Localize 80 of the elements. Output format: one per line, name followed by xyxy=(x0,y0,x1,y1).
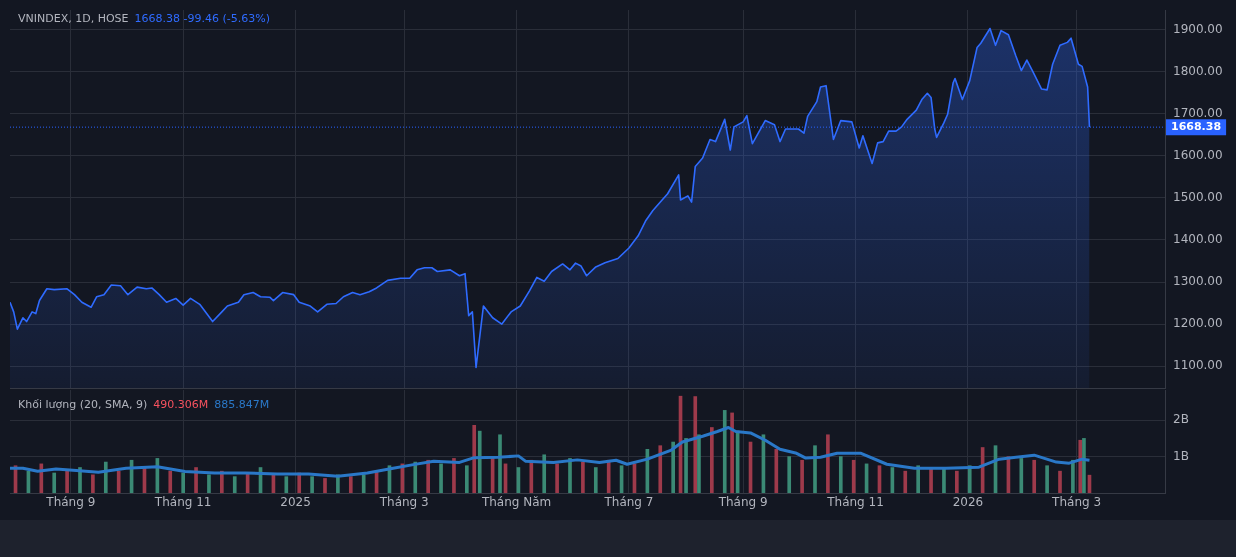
y-tick-label: 1800.00 xyxy=(1173,63,1223,78)
bar xyxy=(1078,439,1083,493)
bar xyxy=(284,476,289,493)
bar xyxy=(1071,459,1075,493)
bar xyxy=(1032,459,1037,493)
y-tick-label: 1200.00 xyxy=(1173,316,1223,331)
x-tick-label: Tháng Năm xyxy=(480,495,552,510)
bar xyxy=(181,472,185,493)
ref-line-label: 1668.38 xyxy=(1171,120,1222,134)
y-tick-label: 1B xyxy=(1173,448,1189,463)
bar xyxy=(168,470,173,493)
x-tick-label: Tháng 11 xyxy=(826,495,884,510)
bar xyxy=(787,456,792,493)
y-tick-label: 1600.00 xyxy=(1173,148,1223,163)
bar xyxy=(684,438,688,493)
bar xyxy=(838,456,843,493)
bar xyxy=(413,461,418,493)
bar xyxy=(361,474,366,493)
x-tick-label: Tháng 9 xyxy=(717,495,768,510)
bar xyxy=(826,434,830,493)
bar xyxy=(813,445,817,493)
x-tick-label: Tháng 3 xyxy=(378,495,429,510)
y-tick-label: 1900.00 xyxy=(1173,21,1223,36)
x-tick-label: Tháng 11 xyxy=(153,495,212,510)
bar xyxy=(452,458,456,493)
bar xyxy=(593,467,598,493)
x-tick-label: 2026 xyxy=(952,495,984,510)
bar xyxy=(693,396,698,493)
bar xyxy=(851,459,856,493)
bar xyxy=(581,461,585,493)
annotation: 885.847M xyxy=(214,398,270,411)
bar xyxy=(1019,458,1024,493)
bar xyxy=(498,434,502,493)
bar xyxy=(568,458,572,493)
bar xyxy=(477,430,482,493)
y-tick-label: 2B xyxy=(1173,412,1189,427)
bar xyxy=(800,459,804,493)
bar xyxy=(542,454,547,493)
bar xyxy=(722,410,727,493)
y-tick-label: 1500.00 xyxy=(1173,190,1223,205)
x-tick-label: 2025 xyxy=(280,495,311,510)
annotation: 490.306M xyxy=(153,398,209,411)
bar xyxy=(323,478,327,493)
text: Khối lượng (20, SMA, 9) xyxy=(18,398,148,411)
bar xyxy=(658,445,663,493)
chart-title: VNINDEX, 1D, HOSE xyxy=(18,12,129,25)
bar xyxy=(1058,470,1062,493)
bar xyxy=(929,469,933,493)
bar xyxy=(426,459,430,493)
bar xyxy=(91,474,95,493)
bar xyxy=(52,472,57,493)
bar xyxy=(774,449,779,493)
bar xyxy=(710,427,714,493)
bar xyxy=(348,476,353,493)
bar xyxy=(955,470,959,493)
x-tick-label: Tháng 3 xyxy=(1051,495,1102,510)
bar xyxy=(1082,438,1086,493)
bar xyxy=(207,474,211,493)
bar xyxy=(730,412,734,493)
y-tick-label: 1100.00 xyxy=(1173,358,1223,373)
bar xyxy=(697,434,701,493)
bar xyxy=(65,469,69,493)
bar xyxy=(1045,465,1049,493)
bar xyxy=(439,463,443,493)
bar xyxy=(671,441,675,493)
y-tick-label: 1400.00 xyxy=(1173,232,1223,247)
y-tick-label: 1700.00 xyxy=(1173,105,1223,120)
bar xyxy=(903,470,908,493)
chart-subtitle: 1668.38 -99.46 (-5.63%) xyxy=(134,12,270,25)
bar xyxy=(465,465,469,493)
y-tick-label: 1300.00 xyxy=(1173,274,1223,289)
bar xyxy=(555,463,559,493)
x-tick-label: Tháng 9 xyxy=(45,495,96,510)
bar xyxy=(310,476,314,493)
x-tick-label: Tháng 7 xyxy=(603,495,654,510)
bar xyxy=(232,476,237,493)
bar xyxy=(472,424,477,493)
bar xyxy=(606,459,611,493)
bar xyxy=(39,463,44,493)
bar xyxy=(116,470,121,493)
